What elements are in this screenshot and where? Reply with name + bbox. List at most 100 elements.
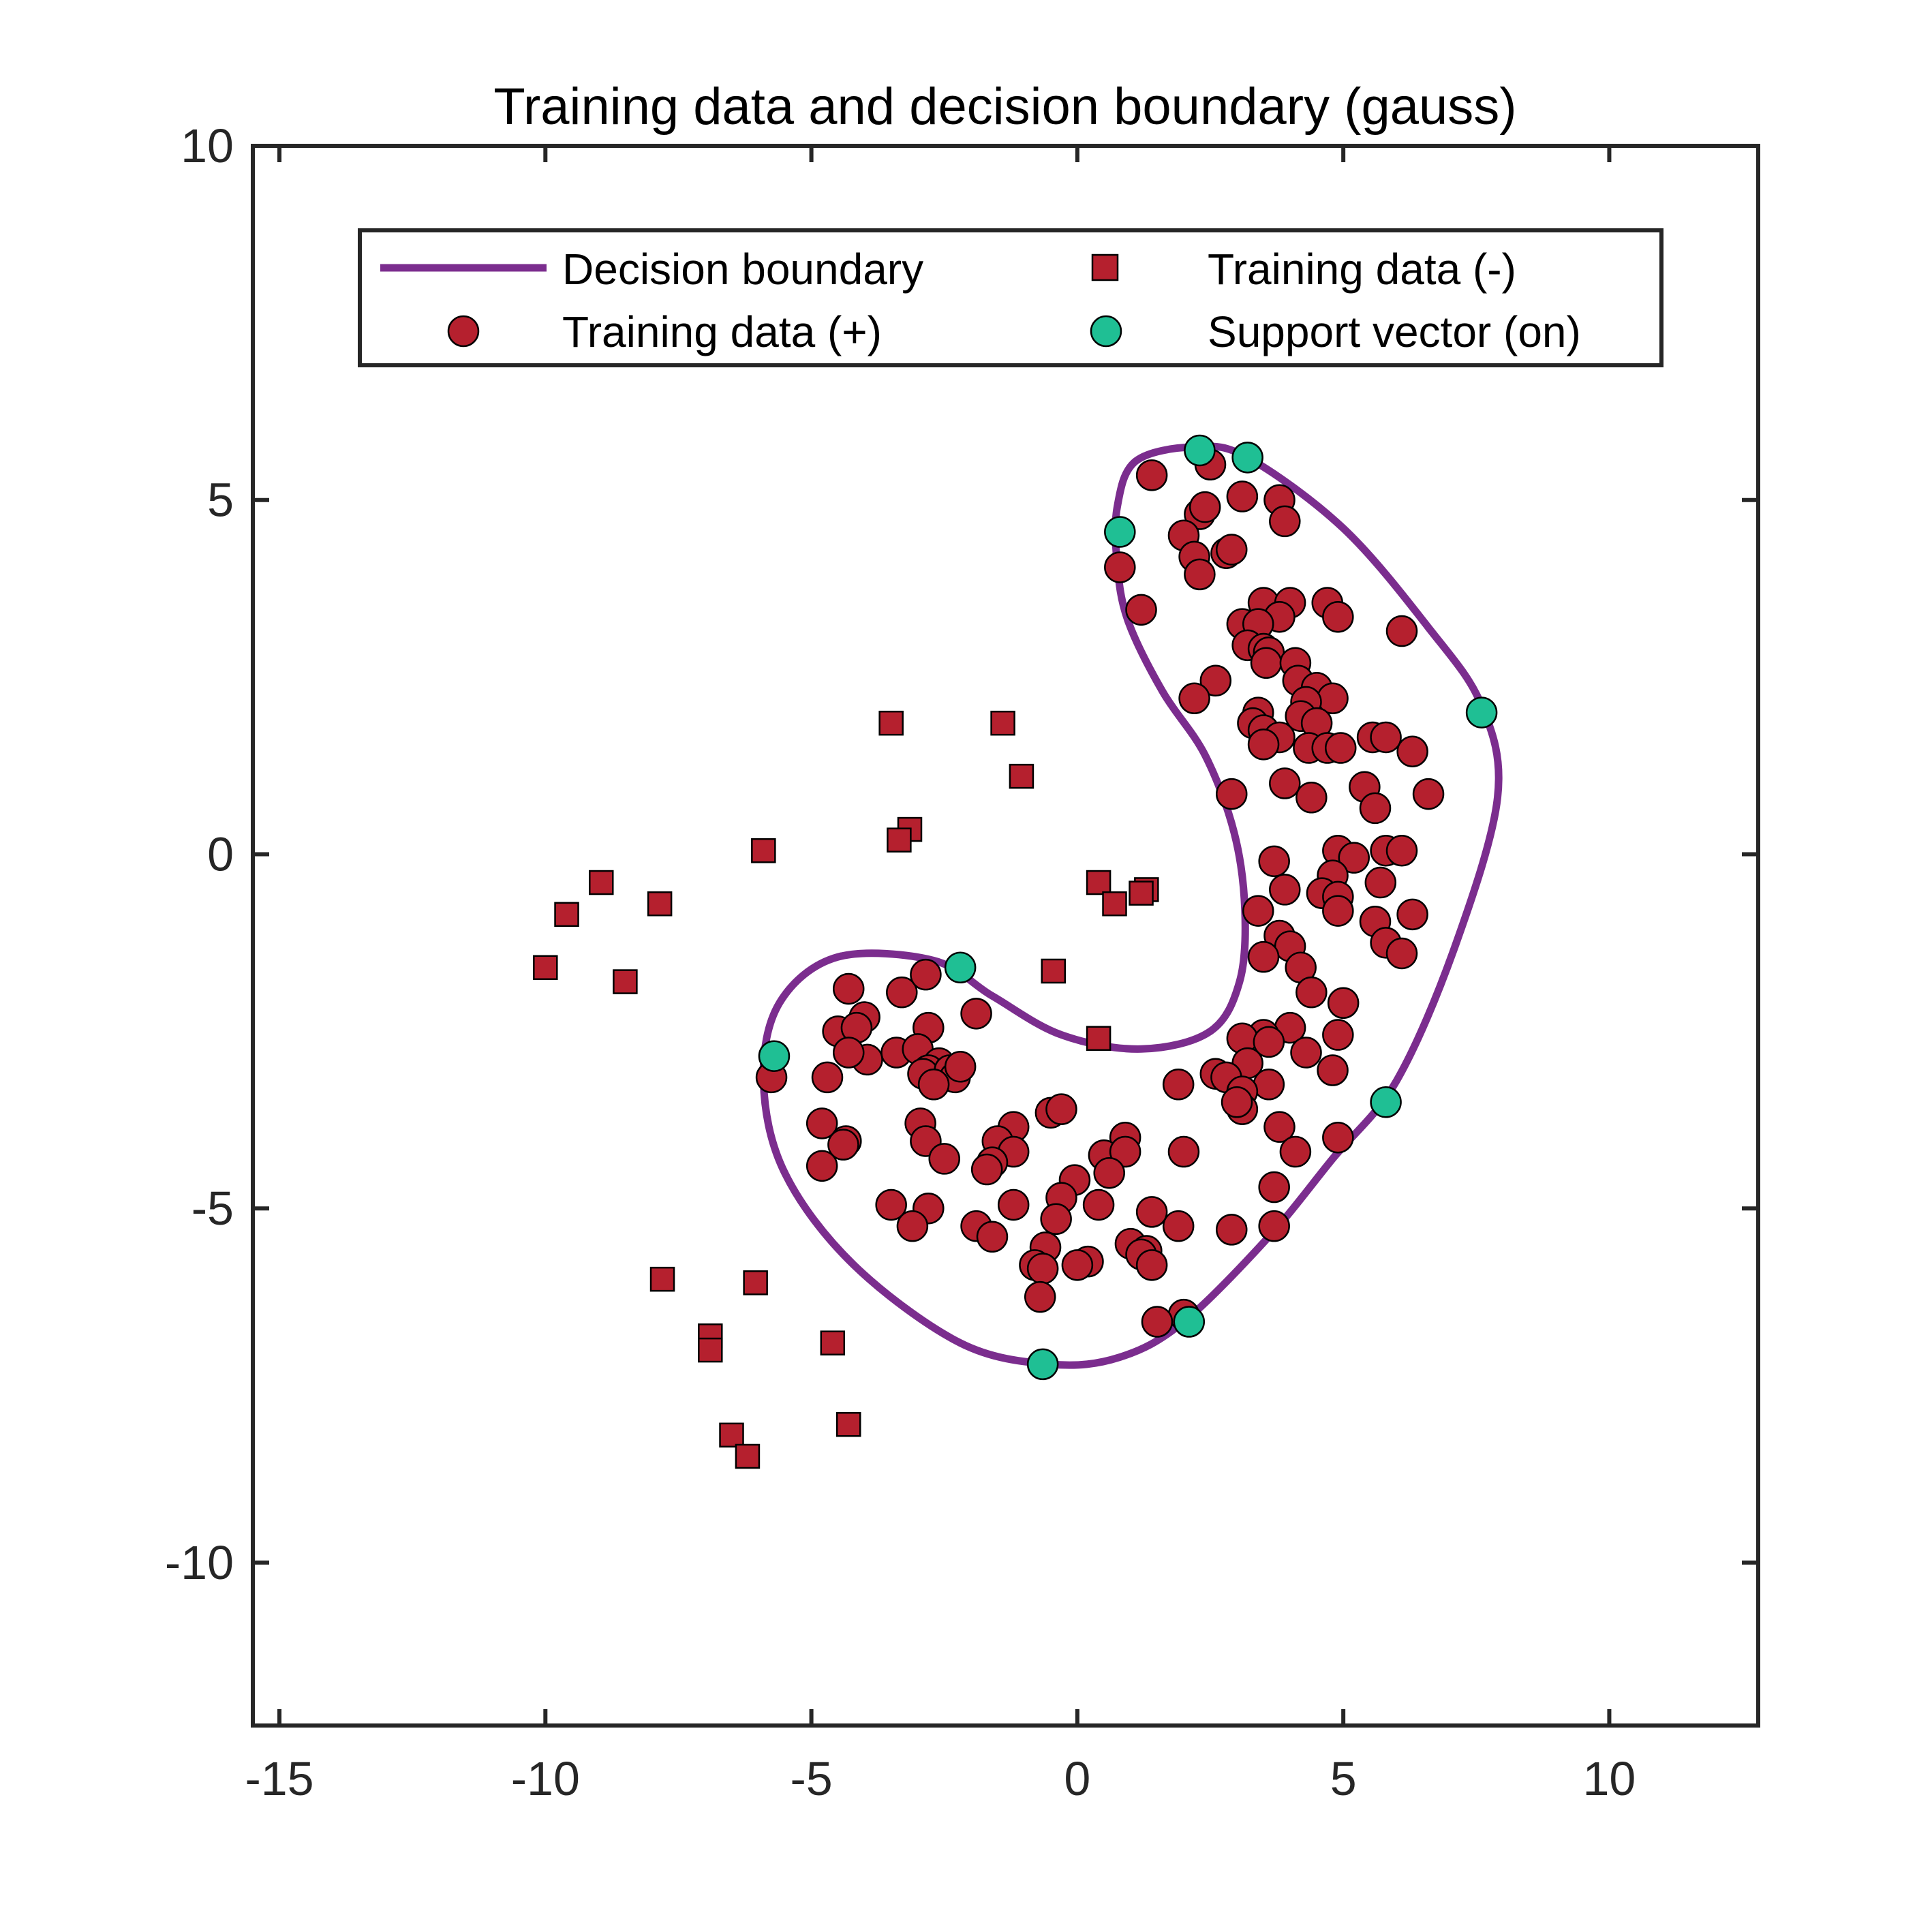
positive-point	[1026, 1253, 1059, 1285]
positive-point	[1269, 505, 1301, 538]
negative-point	[554, 902, 579, 927]
positive-point	[1109, 1135, 1141, 1168]
positive-point	[1221, 1086, 1253, 1118]
positive-point	[832, 1037, 865, 1069]
negative-point	[743, 1270, 768, 1295]
y-axis: -10 -5 0 5 10	[165, 119, 1758, 1589]
support-vector-point	[1370, 1086, 1402, 1118]
positive-point	[1061, 1249, 1094, 1281]
positive-point	[1317, 1054, 1349, 1086]
positive-point	[976, 1221, 1009, 1253]
positive-point	[1024, 1281, 1056, 1313]
positive-point	[1253, 1026, 1285, 1058]
positive-point	[1199, 664, 1232, 697]
positive-point	[1295, 782, 1328, 814]
positive-point	[1082, 1189, 1115, 1221]
negative-point	[719, 1422, 744, 1448]
positive-point	[896, 1210, 929, 1242]
legend-support-label: Support vector (on)	[1208, 307, 1581, 356]
positive-point	[1385, 615, 1418, 647]
positive-point	[1385, 937, 1418, 970]
positive-point	[1385, 835, 1418, 867]
positive-point	[886, 976, 918, 1009]
positive-point	[1322, 1019, 1354, 1051]
positive-point	[1162, 1069, 1195, 1101]
support-vector-point	[758, 1040, 791, 1072]
positive-point	[1178, 682, 1210, 715]
positive-point	[806, 1150, 838, 1182]
legend-positive-swatch	[447, 315, 480, 348]
decision-boundary-line	[759, 442, 1503, 1369]
negative-point	[1129, 880, 1154, 906]
negative-point	[1102, 891, 1127, 917]
negative-point	[613, 969, 638, 994]
positive-point	[1167, 1135, 1200, 1168]
y-tick-label: -5	[191, 1182, 234, 1235]
positive-point	[1215, 778, 1248, 810]
legend-support-swatch	[1090, 315, 1122, 348]
negative-point	[533, 955, 558, 981]
support-vector-point	[1173, 1306, 1206, 1338]
support-vector-point	[1026, 1348, 1059, 1381]
positive-point	[1295, 976, 1328, 1009]
legend-box	[358, 228, 1663, 367]
positive-point	[1269, 874, 1301, 906]
chart-title: Training data and decision boundary (gau…	[493, 78, 1516, 136]
positive-point	[1364, 866, 1397, 899]
negative-point	[1009, 763, 1034, 789]
negative-point	[835, 1411, 861, 1437]
positive-point	[1104, 551, 1136, 583]
y-tick-label: 10	[181, 119, 234, 172]
positive-point	[1045, 1093, 1077, 1125]
positive-point	[1189, 491, 1221, 523]
positive-point	[928, 1143, 960, 1175]
plot-frame	[251, 144, 1760, 1728]
positive-point	[1215, 534, 1248, 566]
positive-point	[1396, 735, 1428, 767]
positive-point	[1359, 792, 1392, 825]
negative-point	[990, 710, 1015, 736]
negative-point	[1041, 958, 1067, 984]
positive-point	[1135, 459, 1168, 491]
support-vector-point	[1184, 434, 1216, 467]
positive-point	[1247, 940, 1280, 973]
positive-point	[1258, 845, 1290, 878]
support-vector-point	[944, 951, 977, 984]
positive-point	[960, 998, 992, 1030]
positive-point	[1258, 1171, 1290, 1203]
positive-point	[910, 958, 942, 991]
positive-point	[811, 1061, 844, 1094]
positive-point	[827, 1129, 859, 1161]
negative-point	[820, 1330, 846, 1355]
positive-point	[1247, 729, 1280, 761]
negative-point	[698, 1337, 723, 1363]
x-tick-label: -15	[245, 1752, 313, 1805]
legend-negative-label: Training data (-)	[1208, 245, 1516, 294]
legend-negative-swatch	[1091, 254, 1119, 281]
negative-point	[649, 1266, 675, 1292]
support-vector-point	[1104, 516, 1136, 548]
positive-point	[1242, 895, 1274, 927]
x-tick-label: 0	[1064, 1752, 1090, 1805]
legend-positive-label: Training data (+)	[562, 307, 882, 356]
positive-point	[1135, 1196, 1168, 1228]
positive-point	[1141, 1306, 1174, 1338]
positive-point	[1226, 480, 1259, 512]
negative-point	[1086, 1026, 1111, 1051]
legend: Decision boundary Training data (-) Trai…	[358, 228, 1663, 367]
positive-point	[1338, 842, 1370, 874]
x-tick-label: 10	[1583, 1752, 1636, 1805]
positive-point	[1215, 1214, 1248, 1246]
y-tick-label: 0	[207, 827, 234, 880]
negative-point	[878, 710, 904, 736]
positive-point	[1250, 647, 1283, 679]
legend-boundary-label: Decision boundary	[562, 245, 923, 294]
positive-point	[1040, 1203, 1072, 1236]
positive-point	[970, 1153, 1003, 1186]
negative-point	[647, 891, 673, 917]
positive-point	[997, 1189, 1030, 1221]
y-tick-label: 5	[207, 474, 234, 527]
positive-point	[1258, 1210, 1290, 1242]
positive-point	[1269, 767, 1301, 799]
positive-point	[1279, 1135, 1312, 1168]
